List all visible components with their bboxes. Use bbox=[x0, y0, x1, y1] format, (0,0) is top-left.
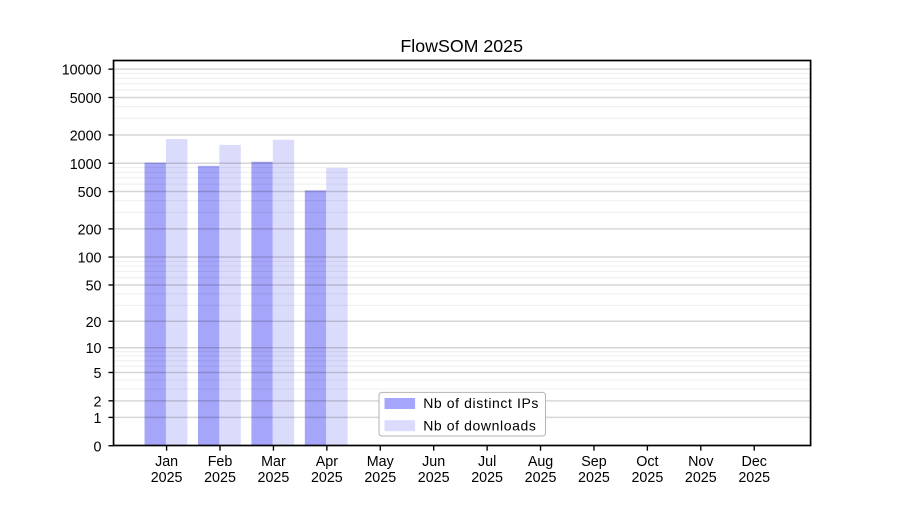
svg-text:50: 50 bbox=[86, 278, 102, 294]
svg-text:Sep: Sep bbox=[581, 454, 606, 470]
svg-text:Jan: Jan bbox=[155, 454, 178, 470]
svg-text:10000: 10000 bbox=[62, 63, 102, 79]
svg-text:Oct: Oct bbox=[636, 454, 658, 470]
svg-text:2025: 2025 bbox=[364, 470, 396, 486]
svg-text:2025: 2025 bbox=[151, 470, 183, 486]
svg-text:Dec: Dec bbox=[742, 454, 767, 470]
svg-text:Feb: Feb bbox=[208, 454, 233, 470]
svg-text:2025: 2025 bbox=[258, 470, 290, 486]
svg-text:2025: 2025 bbox=[738, 470, 770, 486]
svg-text:Jul: Jul bbox=[478, 454, 496, 470]
svg-text:Aug: Aug bbox=[528, 454, 553, 470]
svg-text:5000: 5000 bbox=[70, 91, 102, 107]
svg-text:2025: 2025 bbox=[471, 470, 503, 486]
svg-text:2025: 2025 bbox=[578, 470, 610, 486]
svg-text:Nov: Nov bbox=[688, 454, 714, 470]
svg-text:Nb of downloads: Nb of downloads bbox=[423, 417, 536, 433]
svg-text:Jun: Jun bbox=[422, 454, 445, 470]
svg-text:2025: 2025 bbox=[631, 470, 663, 486]
svg-text:20: 20 bbox=[86, 315, 102, 331]
svg-text:2025: 2025 bbox=[525, 470, 557, 486]
svg-text:100: 100 bbox=[78, 251, 102, 267]
svg-text:2025: 2025 bbox=[418, 470, 450, 486]
svg-text:10: 10 bbox=[86, 341, 102, 357]
svg-text:Apr: Apr bbox=[316, 454, 338, 470]
svg-text:FlowSOM 2025: FlowSOM 2025 bbox=[400, 36, 523, 56]
svg-text:1000: 1000 bbox=[70, 157, 102, 173]
svg-text:5: 5 bbox=[94, 366, 102, 382]
svg-text:May: May bbox=[367, 454, 395, 470]
svg-text:2025: 2025 bbox=[204, 470, 236, 486]
svg-text:200: 200 bbox=[78, 222, 102, 238]
svg-text:2: 2 bbox=[94, 394, 102, 410]
svg-text:Nb of distinct IPs: Nb of distinct IPs bbox=[423, 395, 539, 411]
svg-text:2025: 2025 bbox=[685, 470, 717, 486]
svg-text:500: 500 bbox=[78, 185, 102, 201]
svg-text:2025: 2025 bbox=[311, 470, 343, 486]
svg-text:1: 1 bbox=[94, 411, 102, 427]
svg-text:0: 0 bbox=[94, 439, 102, 455]
svg-text:2000: 2000 bbox=[70, 128, 102, 144]
svg-text:Mar: Mar bbox=[261, 454, 286, 470]
